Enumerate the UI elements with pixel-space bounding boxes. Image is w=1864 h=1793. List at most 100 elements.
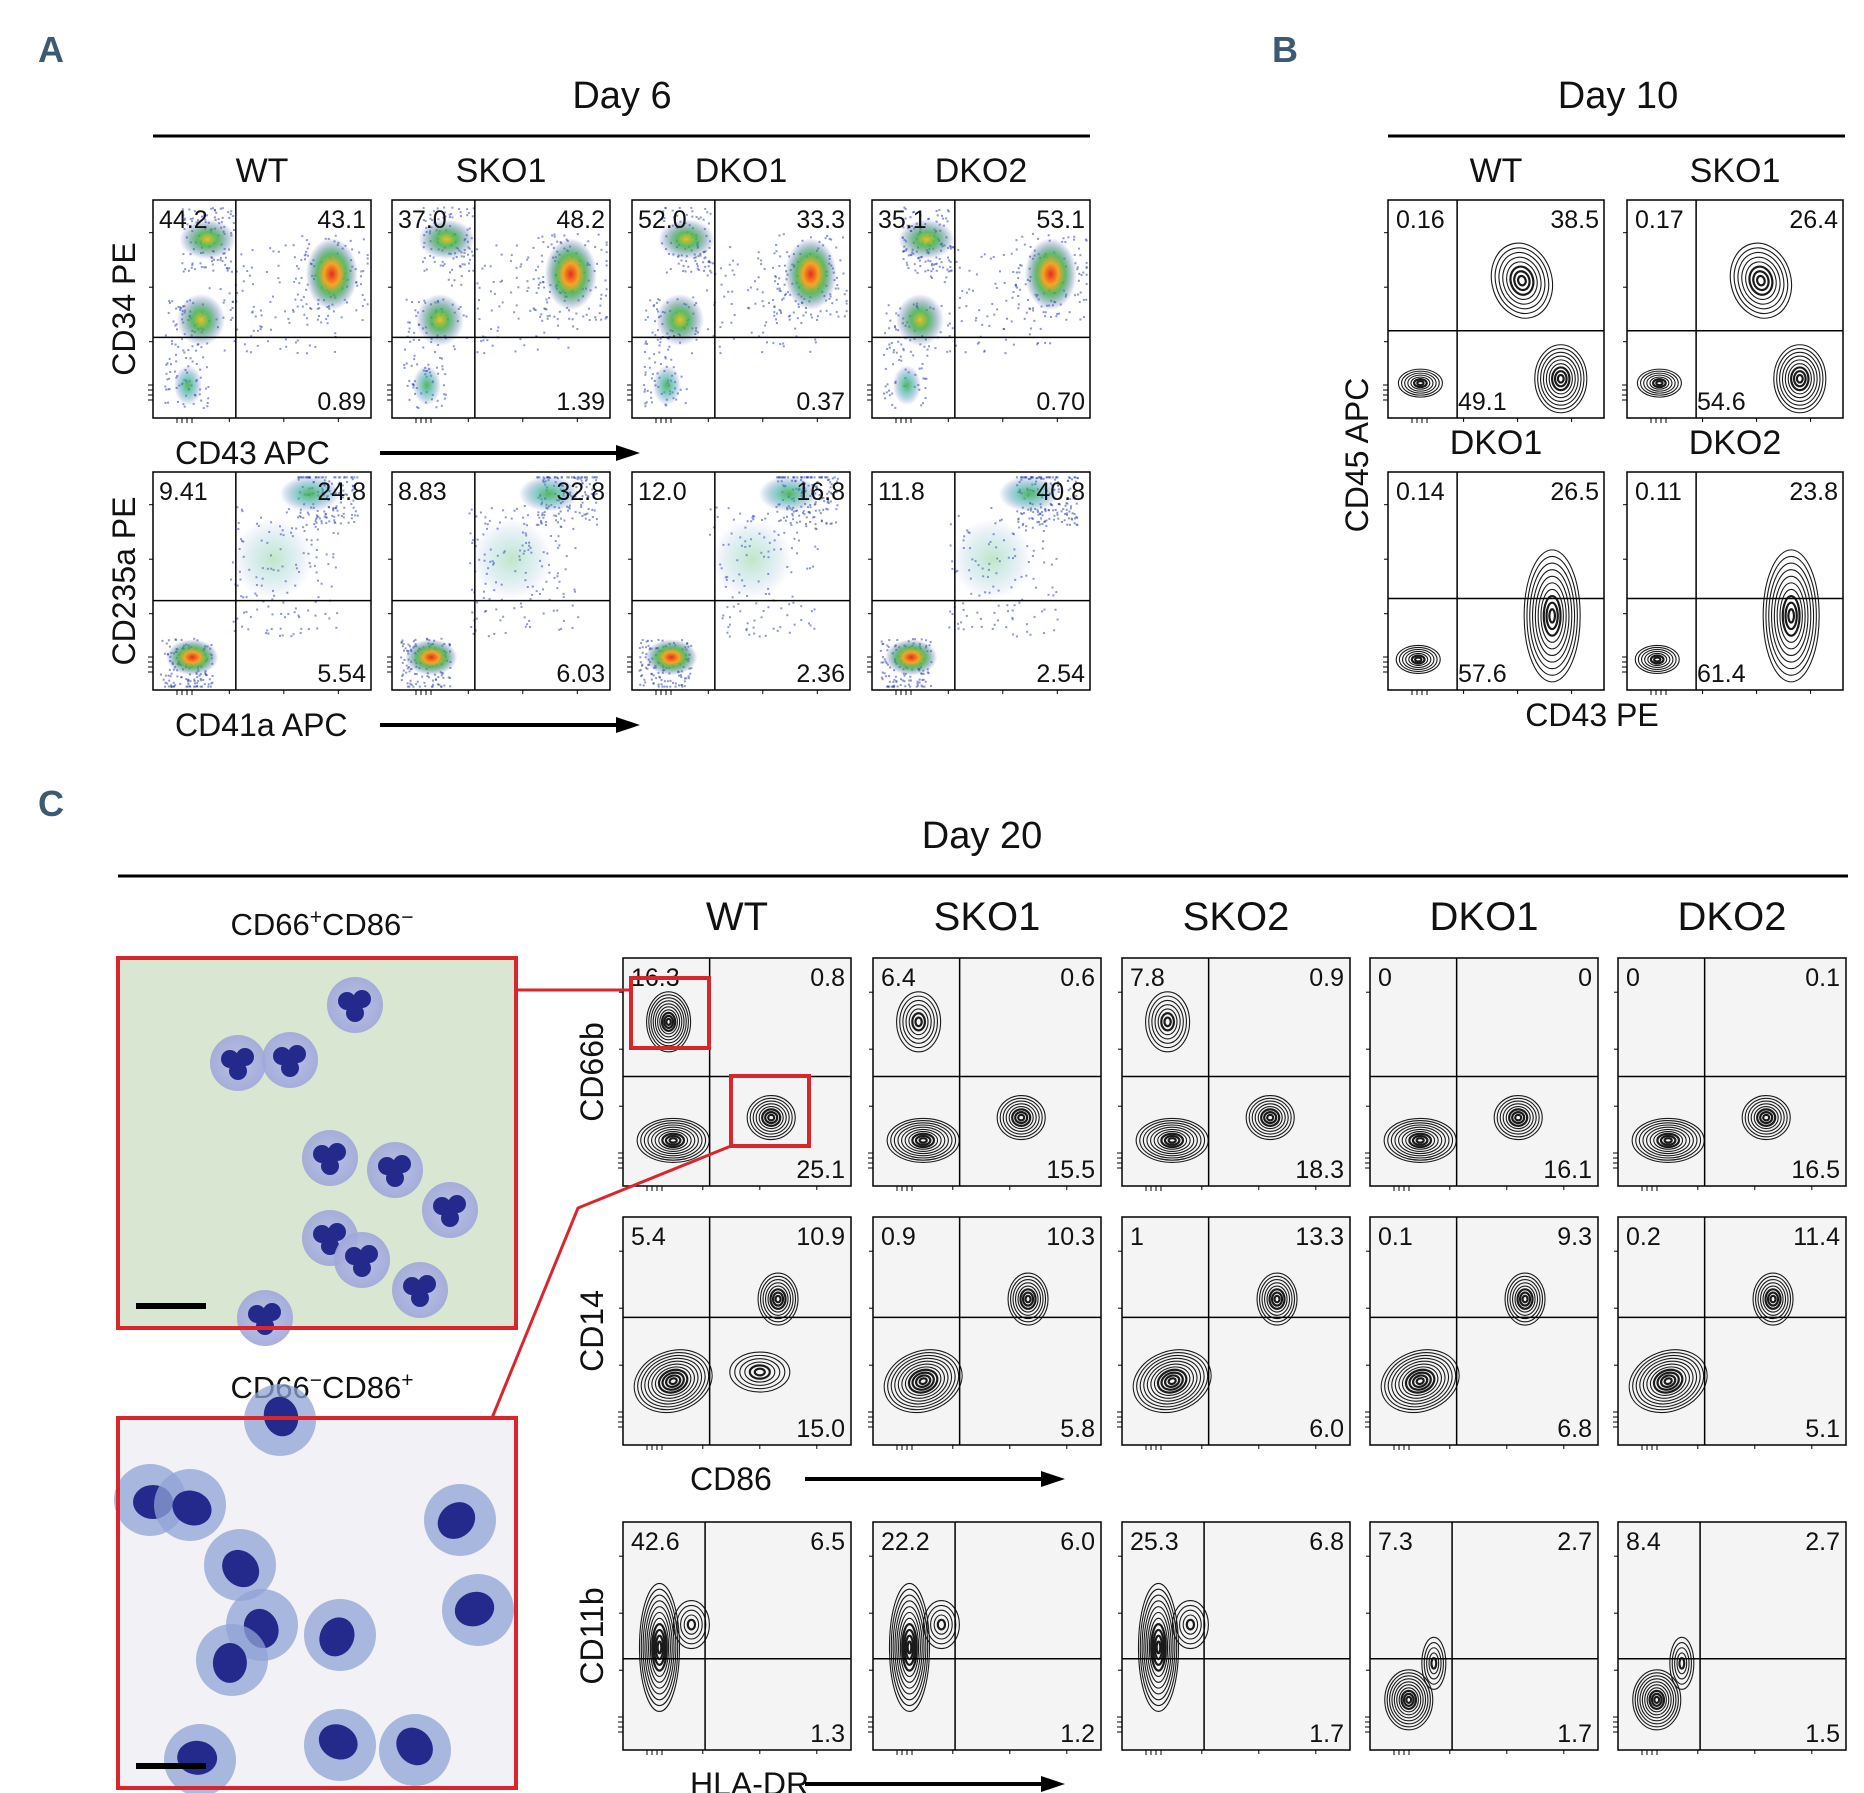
gate-value-upper-left: 8.4 <box>1626 1528 1661 1556</box>
gate-value-upper-left: 7.8 <box>1130 964 1165 992</box>
gate-value-upper-right: 6.8 <box>1309 1528 1344 1556</box>
panel-a-dot-plot: 12.0 16.8 2.36 <box>627 471 851 695</box>
panel-a-sample-label: DKO2 <box>935 152 1028 190</box>
gate-value-lower-right: 18.3 <box>1295 1156 1344 1184</box>
gate-value-lower-right: 6.0 <box>1309 1415 1344 1443</box>
gate-value-lower-right: 1.7 <box>1309 1720 1344 1748</box>
panel-c-y-axis-label: CD66b <box>574 1022 610 1122</box>
cytospin-label: CD66+CD86− <box>230 906 413 943</box>
gate-value-upper-right: 10.3 <box>1046 1223 1095 1251</box>
gate-value-upper-left: 0.14 <box>1396 478 1445 506</box>
panel-b-contour-plot: 0.14 26.5 57.6 <box>1383 471 1605 695</box>
gate-value-lower-right: 1.3 <box>810 1720 845 1748</box>
gate-value-lower-right: 2.54 <box>1036 660 1085 688</box>
panel-a-x-axis-label: CD43 APC <box>175 435 330 471</box>
panel-c-sample-label: DKO2 <box>1678 895 1787 939</box>
panel-c-contour-plot: 22.2 6.0 1.2 <box>868 1521 1102 1755</box>
gate-value-upper-left: 0.2 <box>1626 1223 1661 1251</box>
gate-value-lower-right: 16.1 <box>1543 1156 1592 1184</box>
panel-letter-a: A <box>38 29 64 70</box>
gate-value-upper-right: 26.4 <box>1789 206 1838 234</box>
panel-c-contour-plot: 0.2 11.4 5.1 <box>1613 1216 1847 1450</box>
gate-value-upper-left: 44.2 <box>159 206 208 234</box>
gate-value-upper-right: 2.7 <box>1557 1528 1592 1556</box>
gate-value-upper-right: 0 <box>1578 964 1592 992</box>
gate-value-lower-right: 25.1 <box>796 1156 845 1184</box>
highlight-gate-cd66-pos <box>629 976 711 1050</box>
gate-value-lower-right: 16.5 <box>1791 1156 1840 1184</box>
gate-value-upper-right: 32.8 <box>556 478 605 506</box>
gate-value-upper-right: 26.5 <box>1550 478 1599 506</box>
panel-a-y-axis-label: CD235a PE <box>106 497 142 666</box>
gate-value-upper-right: 0.9 <box>1309 964 1344 992</box>
panel-c-contour-plot: 0.9 10.3 5.8 <box>868 1216 1102 1450</box>
panel-a-dot-plot: 11.8 40.8 2.54 <box>867 471 1091 695</box>
gate-value-upper-right: 53.1 <box>1036 206 1085 234</box>
gate-value-upper-right: 0.6 <box>1060 964 1095 992</box>
panel-c-contour-plot: 8.4 2.7 1.5 <box>1613 1521 1847 1755</box>
panel-c-x-axis-arrow-head <box>1041 1776 1065 1792</box>
gate-value-lower-right: 5.54 <box>317 660 366 688</box>
panel-a-dot-plot: 37.0 48.2 1.39 <box>387 199 611 423</box>
panel-a-dot-plot: 8.83 32.8 6.03 <box>387 471 611 695</box>
panel-b-sample-label: DKO2 <box>1689 424 1782 462</box>
gate-value-upper-left: 0 <box>1626 964 1640 992</box>
gate-value-lower-right: 5.1 <box>1805 1415 1840 1443</box>
panel-b-sample-label: DKO1 <box>1450 424 1543 462</box>
gate-value-lower-right: 6.03 <box>556 660 605 688</box>
panel-c-contour-plot: 25.3 6.8 1.7 <box>1117 1521 1351 1755</box>
gate-value-upper-left: 6.4 <box>881 964 916 992</box>
gate-value-upper-left: 0.9 <box>881 1223 916 1251</box>
panel-a-sample-label: SKO1 <box>456 152 547 190</box>
gate-value-upper-right: 48.2 <box>556 206 605 234</box>
panel-b-sample-label: SKO1 <box>1690 152 1781 190</box>
gate-value-upper-right: 0.1 <box>1805 964 1840 992</box>
gate-value-upper-left: 52.0 <box>638 206 687 234</box>
gate-value-upper-left: 0 <box>1378 964 1392 992</box>
gate-value-upper-right: 11.4 <box>1793 1223 1840 1251</box>
panel-letter-c: C <box>38 783 64 824</box>
gate-value-upper-right: 10.9 <box>796 1223 845 1251</box>
gate-value-lower-right: 0.89 <box>317 388 366 416</box>
panel-c-contour-plot: 0.1 9.3 6.8 <box>1365 1216 1599 1450</box>
panel-b-contour-plot: 0.17 26.4 54.6 <box>1622 199 1844 423</box>
gate-value-upper-right: 0.8 <box>810 964 845 992</box>
panel-a-sample-label: WT <box>236 152 289 190</box>
gate-value-lower-right: 1.2 <box>1060 1720 1095 1748</box>
highlight-gate-cd86-pos <box>729 1074 811 1148</box>
panel-c-y-axis-label: CD14 <box>574 1290 610 1372</box>
panel-a-dot-plot: 9.41 24.8 5.54 <box>148 471 372 695</box>
panel-b-x-axis-label: CD43 PE <box>1525 697 1658 733</box>
gate-value-upper-left: 1 <box>1130 1223 1144 1251</box>
panel-c-x-axis-label: HLA-DR <box>690 1766 809 1793</box>
gate-value-lower-right: 2.36 <box>796 660 845 688</box>
gate-value-upper-right: 24.8 <box>317 478 366 506</box>
panel-c-day-title: Day 20 <box>922 815 1042 857</box>
panel-b-day-title: Day 10 <box>1558 75 1678 117</box>
cytospin-image-monocytes <box>114 1384 518 1793</box>
panel-a-y-axis-label: CD34 PE <box>106 242 142 375</box>
cytospin-image-neutrophils <box>116 956 518 1346</box>
gate-value-upper-right: 38.5 <box>1550 206 1599 234</box>
panel-c-sample-label: WT <box>706 895 768 939</box>
gate-value-lower-right: 5.8 <box>1060 1415 1095 1443</box>
panel-c-x-axis-label: CD86 <box>690 1461 772 1497</box>
panel-b-y-axis-label: CD45 APC <box>1339 378 1375 533</box>
panel-c-contour-plot: 0 0 16.1 <box>1365 957 1599 1191</box>
gate-value-upper-left: 35.1 <box>878 206 927 234</box>
gate-value-lower-right: 15.0 <box>796 1415 845 1443</box>
gate-value-upper-left: 0.16 <box>1396 206 1445 234</box>
panel-c-contour-plot: 16.3 0.825.1 <box>618 957 852 1191</box>
panel-a-x-axis-arrow-head <box>616 717 640 733</box>
panel-c-contour-plot: 5.4 10.9 15.0 <box>618 1216 852 1450</box>
gate-value-lower-right: 1.39 <box>556 388 605 416</box>
panel-b-sample-label: WT <box>1470 152 1523 190</box>
gate-value-upper-left: 0.1 <box>1378 1223 1413 1251</box>
gate-value-upper-left: 0.17 <box>1635 206 1684 234</box>
gate-value-upper-left: 7.3 <box>1378 1528 1413 1556</box>
panel-c: CD66+CD86−CD66−CD86+WTSKO1SKO2DKO1DKO216… <box>114 895 1847 1793</box>
gate-value-upper-right: 2.7 <box>1805 1528 1840 1556</box>
panel-a-dot-plot: 35.1 53.1 0.70 <box>867 199 1091 423</box>
panel-c-contour-plot: 0 0.1 16.5 <box>1613 957 1847 1191</box>
